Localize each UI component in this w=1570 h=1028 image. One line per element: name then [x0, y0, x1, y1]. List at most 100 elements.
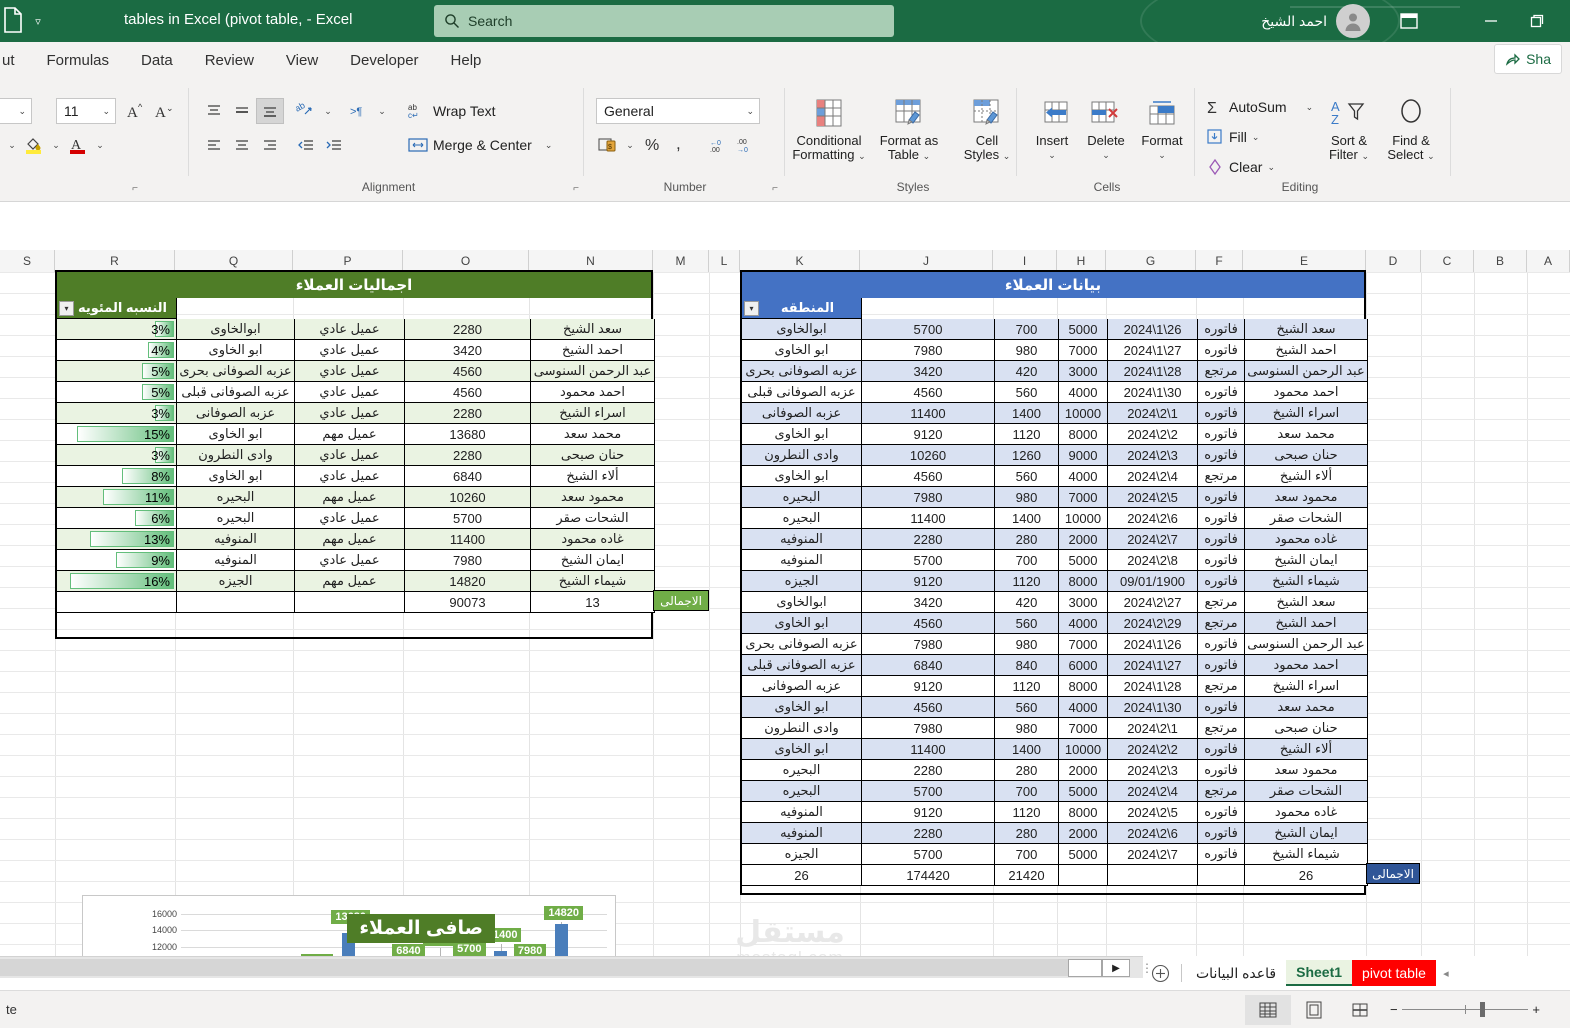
data-cell-tax[interactable]: 1120 — [995, 676, 1059, 697]
data-cell-type[interactable]: فاتوره — [1198, 823, 1245, 844]
data-total-net[interactable]: 174420 — [862, 865, 995, 886]
align-middle-icon[interactable] — [228, 98, 256, 124]
data-cell-net[interactable]: 5700 — [862, 319, 995, 340]
data-cell-type[interactable]: مرتجع — [1198, 466, 1245, 487]
data-cell-tax[interactable]: 420 — [995, 592, 1059, 613]
data-cell-tax[interactable]: 1400 — [995, 739, 1059, 760]
pivot-cell-net[interactable]: 5700 — [405, 508, 531, 529]
font-color-dropdown-icon[interactable]: ⌄ — [96, 139, 104, 150]
data-total-region[interactable]: 26 — [742, 865, 862, 886]
data-cell-value[interactable]: 5000 — [1059, 844, 1108, 865]
data-cell-type[interactable]: مرتجع — [1198, 361, 1245, 382]
data-cell-type[interactable]: فاتوره — [1198, 319, 1245, 340]
pivot-cell-net[interactable]: 10260 — [405, 487, 531, 508]
sheet-tab-database[interactable]: قاعده البيانات — [1196, 964, 1277, 981]
chart-bar[interactable] — [554, 923, 568, 956]
fill-color-icon[interactable] — [20, 132, 48, 158]
pivot-total-blank3[interactable] — [295, 592, 405, 613]
sheet-tab-pivot-table[interactable]: pivot table — [1352, 960, 1436, 986]
pivot-cell-net[interactable]: 6840 — [405, 466, 531, 487]
pivot-cell-importance[interactable]: عميل مهم — [295, 529, 405, 550]
pivot-cell-net[interactable]: 2280 — [405, 319, 531, 340]
data-cell-net[interactable]: 7980 — [862, 340, 995, 361]
data-cell-value[interactable]: 2000 — [1059, 529, 1108, 550]
data-cell-name[interactable]: شيماء الشيخ — [1245, 571, 1368, 592]
data-cell-value[interactable]: 10000 — [1059, 403, 1108, 424]
data-cell-date[interactable]: 6\2\2024 — [1108, 823, 1198, 844]
borders-dropdown-icon[interactable]: ⌄ — [8, 139, 16, 150]
column-header-J[interactable]: J — [860, 250, 993, 272]
data-cell-name[interactable]: محمود سعد — [1245, 487, 1368, 508]
pivot-cell-region[interactable]: عزبه الصوفانى — [177, 403, 295, 424]
pivot-cell-percent[interactable]: 5% — [57, 361, 177, 382]
format-as-table-button[interactable]: Format as Table ⌄ — [872, 94, 946, 163]
data-cell-net[interactable]: 4560 — [862, 613, 995, 634]
normal-view-button[interactable] — [1245, 994, 1291, 1025]
data-cell-value[interactable]: 6000 — [1059, 655, 1108, 676]
column-header-F[interactable]: F — [1196, 250, 1243, 272]
data-cell-tax[interactable]: 1400 — [995, 403, 1059, 424]
fill-color-dropdown-icon[interactable]: ⌄ — [52, 139, 60, 150]
data-cell-name[interactable]: اسراء الشيخ — [1245, 676, 1368, 697]
data-cell-date[interactable]: 3\2\2024 — [1108, 445, 1198, 466]
net-sales-bar-chart[interactable]: صافى العملاء 020004000600080001000012000… — [82, 895, 616, 956]
data-cell-region[interactable]: البحيره — [742, 508, 862, 529]
filter-dropdown-icon[interactable]: ▾ — [744, 301, 759, 316]
data-cell-net[interactable]: 4560 — [862, 466, 995, 487]
split-handle-icon[interactable]: ⋮ — [1141, 961, 1153, 975]
data-cell-type[interactable]: فاتوره — [1198, 571, 1245, 592]
scroll-page-box[interactable] — [1068, 959, 1102, 977]
data-cell-value[interactable]: 8000 — [1059, 676, 1108, 697]
pivot-cell-name[interactable]: الشحات صقر — [531, 508, 655, 529]
data-cell-name[interactable]: ايمان الشيخ — [1245, 823, 1368, 844]
font-color-icon[interactable]: A — [64, 132, 92, 158]
data-cell-net[interactable]: 11400 — [862, 508, 995, 529]
data-cell-region[interactable]: المنوفيه — [742, 550, 862, 571]
minimize-button[interactable] — [1468, 0, 1514, 42]
data-cell-tax[interactable]: 280 — [995, 760, 1059, 781]
pivot-cell-importance[interactable]: عميل مهم — [295, 424, 405, 445]
data-cell-region[interactable]: عزبه الصوفانى قبلى — [742, 655, 862, 676]
data-cell-region[interactable]: المنوفيه — [742, 802, 862, 823]
data-cell-region[interactable]: عزبه الصوفانى — [742, 403, 862, 424]
pivot-cell-region[interactable]: عزبه الصوفانى قبلى — [177, 382, 295, 403]
data-cell-type[interactable]: مرتجع — [1198, 592, 1245, 613]
data-cell-tax[interactable]: 1120 — [995, 571, 1059, 592]
data-cell-region[interactable]: الجيزه — [742, 571, 862, 592]
find-select-button[interactable]: Find & Select ⌄ — [1382, 94, 1440, 163]
add-sheet-button[interactable] — [1143, 964, 1177, 983]
pivot-total-label[interactable]: الاجمالى — [653, 590, 709, 611]
pivot-cell-net[interactable]: 2280 — [405, 403, 531, 424]
merge-center-button[interactable]: Merge & Center ⌄ — [408, 132, 552, 158]
data-cell-type[interactable]: فاتوره — [1198, 529, 1245, 550]
data-total-count[interactable]: 26 — [1245, 865, 1368, 886]
data-cell-region[interactable]: ابو الخاوى — [742, 613, 862, 634]
scroll-right-arrow-icon[interactable]: ▶ — [1102, 959, 1130, 977]
data-total-tax[interactable]: 21420 — [995, 865, 1059, 886]
data-cell-type[interactable]: مرتجع — [1198, 781, 1245, 802]
data-cell-value[interactable]: 3000 — [1059, 592, 1108, 613]
restore-button[interactable] — [1514, 0, 1560, 42]
format-cells-button[interactable]: Format ⌄ — [1134, 94, 1190, 162]
data-cell-value[interactable]: 4000 — [1059, 382, 1108, 403]
column-header-P[interactable]: P — [293, 250, 403, 272]
data-cell-net[interactable]: 9120 — [862, 676, 995, 697]
pivot-cell-name[interactable]: ألاء الشيخ — [531, 466, 655, 487]
column-header-A[interactable]: A — [1527, 250, 1570, 272]
decrease-indent-icon[interactable] — [292, 132, 320, 158]
data-cell-value[interactable]: 8000 — [1059, 424, 1108, 445]
data-cell-date[interactable]: 09/01/1900 — [1108, 571, 1198, 592]
data-cell-value[interactable]: 5000 — [1059, 550, 1108, 571]
data-cell-type[interactable]: فاتوره — [1198, 760, 1245, 781]
font-size-combo[interactable]: 11 ⌄ — [56, 98, 116, 124]
pivot-cell-net[interactable]: 13680 — [405, 424, 531, 445]
column-header-E[interactable]: E — [1243, 250, 1366, 272]
data-cell-name[interactable]: غاده محمود — [1245, 802, 1368, 823]
data-cell-value[interactable]: 7000 — [1059, 634, 1108, 655]
data-cell-name[interactable]: الشحات صقر — [1245, 508, 1368, 529]
data-cell-region[interactable]: ابو الخاوى — [742, 697, 862, 718]
sheet-tab-sheet1[interactable]: Sheet1 — [1286, 960, 1353, 986]
data-cell-tax[interactable]: 280 — [995, 529, 1059, 550]
column-header-R[interactable]: R — [55, 250, 175, 272]
data-cell-region[interactable]: الجيزه — [742, 844, 862, 865]
